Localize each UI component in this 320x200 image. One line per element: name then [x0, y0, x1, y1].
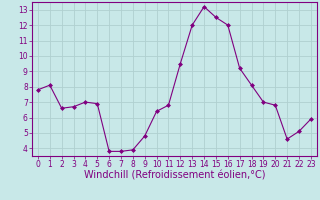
X-axis label: Windchill (Refroidissement éolien,°C): Windchill (Refroidissement éolien,°C): [84, 171, 265, 181]
